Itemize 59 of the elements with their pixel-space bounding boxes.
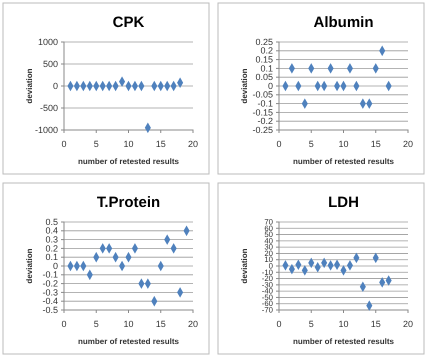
- y-tick-label: -0.25: [252, 124, 273, 135]
- y-tick-label: 0.4: [45, 226, 58, 236]
- x-tick-label: 5: [308, 138, 314, 149]
- x-tick-label: 0: [61, 318, 67, 329]
- y-tick-label: -0.1: [257, 98, 273, 108]
- x-tick-label: 5: [94, 138, 99, 149]
- x-tick-label: 5: [94, 318, 99, 329]
- x-tick-label: 5: [308, 318, 314, 329]
- y-tick-label: 0.5: [45, 216, 58, 227]
- y-axis-title: deviation: [25, 248, 34, 284]
- y-tick-label: 0: [268, 80, 273, 91]
- x-tick-label: 10: [338, 318, 349, 329]
- x-tick-label: 15: [370, 318, 381, 329]
- chart-title: LDH: [328, 194, 359, 211]
- y-tick-label: 0.2: [260, 46, 273, 56]
- x-tick-label: 10: [123, 318, 134, 329]
- y-axis-title: deviation: [25, 68, 34, 104]
- x-tick-label: 15: [156, 318, 166, 329]
- y-tick-label: -1000: [34, 124, 58, 135]
- y-tick-label: -0.2: [257, 116, 273, 126]
- x-tick-label: 0: [61, 138, 67, 149]
- chart-title: Albumin: [314, 14, 374, 31]
- y-axis-title: deviation: [240, 248, 249, 284]
- y-tick-label: 0.05: [255, 72, 273, 82]
- chart-title: T.Protein: [96, 194, 160, 211]
- y-axis-title: deviation: [240, 68, 249, 104]
- y-tick-label: 0.15: [255, 54, 273, 64]
- y-tick-label: 0.1: [260, 63, 273, 74]
- y-tick-label: -0.5: [42, 304, 58, 315]
- y-tick-label: 0: [52, 80, 58, 91]
- y-tick-label: -500: [40, 102, 58, 113]
- y-tick-label: 1000: [38, 36, 58, 47]
- y-tick-label: 0.2: [45, 243, 58, 254]
- x-tick-label: 15: [156, 138, 166, 149]
- y-tick-label: 0.3: [45, 234, 58, 244]
- x-tick-label: 20: [188, 318, 198, 329]
- y-tick-label: 0.1: [45, 252, 58, 262]
- x-tick-label: 20: [402, 138, 414, 149]
- x-tick-label: 20: [188, 138, 198, 149]
- y-tick-label: -0.2: [42, 278, 58, 288]
- x-axis-title: number of retested results: [293, 337, 395, 346]
- y-tick-label: 0.25: [255, 36, 273, 47]
- x-axis-title: number of retested results: [78, 337, 180, 346]
- x-tick-label: 20: [402, 318, 414, 329]
- y-tick-label: -0.1: [42, 270, 58, 280]
- y-tick-label: -0.3: [42, 287, 58, 298]
- x-tick-label: 15: [370, 138, 381, 149]
- x-axis-title: number of retested results: [293, 157, 395, 166]
- y-tick-label: 500: [42, 58, 58, 69]
- y-tick-label: -0.15: [252, 107, 273, 118]
- x-tick-label: 0: [276, 318, 282, 329]
- y-tick-label: 0: [52, 260, 58, 271]
- x-axis-title: number of retested results: [78, 157, 180, 166]
- y-tick-label: -0.05: [252, 90, 273, 100]
- x-tick-label: 10: [338, 138, 349, 149]
- chart-title: CPK: [112, 14, 144, 31]
- x-tick-label: 0: [276, 138, 282, 149]
- x-tick-label: 10: [123, 138, 134, 149]
- y-tick-label: -0.4: [42, 296, 58, 306]
